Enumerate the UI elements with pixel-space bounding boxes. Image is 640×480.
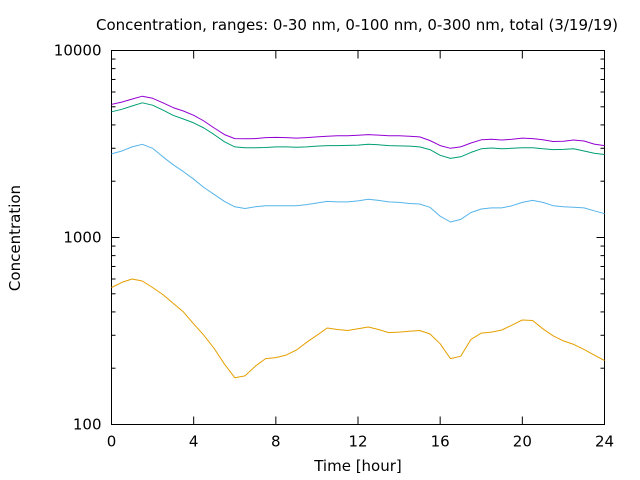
series-line-3 <box>111 102 605 159</box>
x-axis-ticks: 0 4 8 12 16 20 24 <box>107 50 614 451</box>
x-tick-label: 20 <box>513 433 532 451</box>
x-axis-label: Time [hour] <box>313 457 402 475</box>
y-axis-ticks: 100 1000 10000 <box>54 42 605 434</box>
series-line-1 <box>111 278 605 379</box>
plot-frame <box>111 50 605 425</box>
y-tick-label: 100 <box>73 416 102 434</box>
chart-title: Concentration, ranges: 0-30 nm, 0-100 nm… <box>96 16 618 34</box>
x-tick-label: 24 <box>595 433 614 451</box>
x-tick-label: 16 <box>431 433 450 451</box>
x-tick-label: 0 <box>107 433 117 451</box>
x-tick-label: 12 <box>348 433 367 451</box>
series-line-4 <box>111 95 605 149</box>
y-axis-label: Concentration <box>6 185 24 291</box>
x-tick-label: 4 <box>189 433 199 451</box>
x-tick-label: 8 <box>271 433 281 451</box>
series-line-2 <box>111 143 605 223</box>
y-tick-label: 10000 <box>54 42 102 60</box>
y-tick-label: 1000 <box>63 229 101 247</box>
series-group <box>111 95 605 379</box>
